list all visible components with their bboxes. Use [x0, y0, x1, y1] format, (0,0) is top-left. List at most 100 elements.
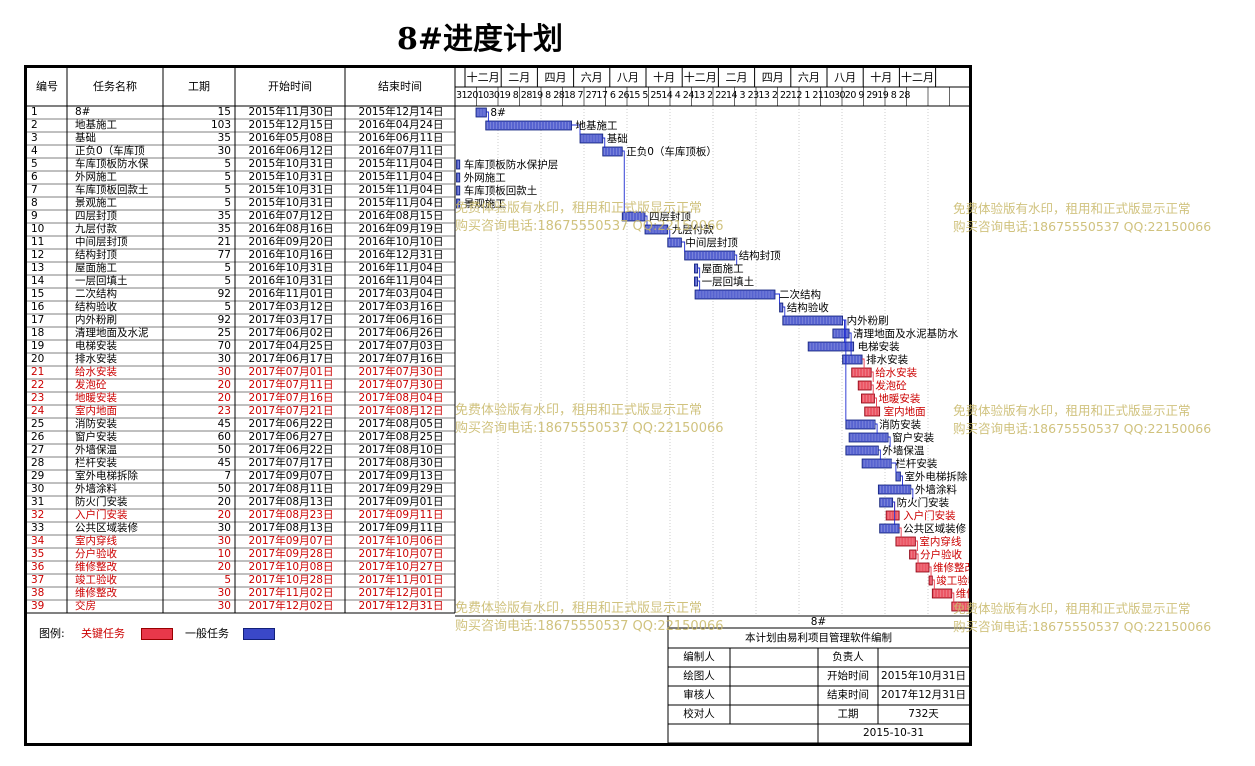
- normal-task-bar[interactable]: [456, 172, 461, 183]
- normal-task-bar[interactable]: [456, 198, 461, 209]
- task-name[interactable]: 结构验收: [75, 301, 117, 313]
- task-start[interactable]: 2016年06月12日: [248, 145, 334, 157]
- task-end[interactable]: 2017年09月11日: [358, 509, 444, 521]
- task-start[interactable]: 2015年10月31日: [248, 184, 334, 196]
- task-duration[interactable]: 5: [224, 171, 231, 183]
- task-name[interactable]: 栏杆安装: [75, 457, 117, 469]
- normal-task-bar[interactable]: [602, 146, 623, 157]
- task-duration[interactable]: 45: [217, 418, 231, 430]
- task-name[interactable]: 发泡砼: [75, 379, 107, 391]
- task-start[interactable]: 2017年07月01日: [248, 366, 334, 378]
- task-duration[interactable]: 35: [217, 210, 231, 222]
- task-start[interactable]: 2017年09月07日: [248, 535, 334, 547]
- task-end[interactable]: 2017年09月13日: [358, 470, 444, 482]
- task-duration[interactable]: 5: [224, 184, 231, 196]
- task-id[interactable]: 13: [31, 262, 45, 274]
- critical-task-bar[interactable]: [861, 393, 875, 404]
- critical-task-bar[interactable]: [885, 510, 900, 521]
- task-duration[interactable]: 20: [217, 379, 231, 391]
- task-duration[interactable]: 30: [217, 366, 231, 378]
- task-end[interactable]: 2017年10月27日: [358, 561, 444, 573]
- task-end[interactable]: 2017年11月01日: [358, 574, 444, 586]
- critical-task-bar[interactable]: [928, 575, 933, 586]
- col-header-name[interactable]: 任务名称: [93, 80, 137, 93]
- task-duration[interactable]: 21: [217, 236, 231, 248]
- task-duration[interactable]: 30: [217, 145, 231, 157]
- task-id[interactable]: 6: [31, 171, 38, 183]
- task-name[interactable]: 维修整改: [75, 587, 117, 599]
- task-id[interactable]: 31: [31, 496, 45, 508]
- task-name[interactable]: 二次结构: [75, 288, 117, 300]
- task-duration[interactable]: 45: [217, 457, 231, 469]
- normal-task-bar[interactable]: [644, 224, 669, 235]
- task-name[interactable]: 内外粉刷: [75, 314, 117, 326]
- normal-task-bar[interactable]: [684, 250, 736, 261]
- task-name[interactable]: 防火门安装: [75, 496, 128, 508]
- critical-task-bar[interactable]: [909, 549, 917, 560]
- task-id[interactable]: 20: [31, 353, 45, 365]
- task-id[interactable]: 28: [31, 457, 45, 469]
- task-name[interactable]: 正负0（车库顶: [75, 145, 145, 157]
- task-id[interactable]: 39: [31, 600, 45, 612]
- task-id[interactable]: 14: [31, 275, 45, 287]
- task-duration[interactable]: 92: [217, 288, 231, 300]
- task-duration[interactable]: 70: [217, 340, 231, 352]
- normal-task-bar[interactable]: [782, 315, 843, 326]
- task-name[interactable]: 入户门安装: [75, 509, 128, 521]
- task-duration[interactable]: 20: [217, 561, 231, 573]
- task-duration[interactable]: 35: [217, 223, 231, 235]
- task-end[interactable]: 2017年07月16日: [358, 353, 444, 365]
- task-start[interactable]: 2017年06月02日: [248, 327, 334, 339]
- task-id[interactable]: 5: [31, 158, 38, 170]
- normal-task-bar[interactable]: [879, 523, 900, 534]
- task-duration[interactable]: 50: [217, 444, 231, 456]
- task-name[interactable]: 车库顶板回款土: [75, 184, 149, 196]
- normal-task-bar[interactable]: [861, 458, 892, 469]
- task-start[interactable]: 2015年10月31日: [248, 171, 334, 183]
- task-duration[interactable]: 10: [217, 548, 231, 560]
- task-end[interactable]: 2017年08月04日: [358, 392, 444, 404]
- normal-task-bar[interactable]: [485, 120, 572, 131]
- critical-task-bar[interactable]: [851, 367, 872, 378]
- task-name[interactable]: 四层封顶: [75, 210, 117, 222]
- task-start[interactable]: 2017年10月28日: [248, 574, 334, 586]
- task-id[interactable]: 29: [31, 470, 45, 482]
- task-start[interactable]: 2016年05月08日: [248, 132, 334, 144]
- task-id[interactable]: 32: [31, 509, 45, 521]
- task-name[interactable]: 地基施工: [75, 119, 117, 131]
- task-end[interactable]: 2015年11月04日: [358, 158, 444, 170]
- task-duration[interactable]: 103: [210, 119, 231, 131]
- task-id[interactable]: 33: [31, 522, 45, 534]
- task-name[interactable]: 外墙保温: [75, 444, 117, 456]
- task-start[interactable]: 2017年09月28日: [248, 548, 334, 560]
- task-id[interactable]: 15: [31, 288, 45, 300]
- task-start[interactable]: 2017年07月17日: [248, 457, 334, 469]
- task-id[interactable]: 16: [31, 301, 45, 313]
- critical-task-bar[interactable]: [931, 588, 953, 599]
- col-header-duration[interactable]: 工期: [188, 80, 210, 93]
- task-end[interactable]: 2015年11月04日: [358, 197, 444, 209]
- task-id[interactable]: 4: [31, 145, 38, 157]
- task-start[interactable]: 2017年04月25日: [248, 340, 334, 352]
- task-duration[interactable]: 30: [217, 600, 231, 612]
- task-start[interactable]: 2015年10月31日: [248, 158, 334, 170]
- normal-task-bar[interactable]: [842, 354, 863, 365]
- task-duration[interactable]: 5: [224, 301, 231, 313]
- task-start[interactable]: 2017年06月22日: [248, 444, 334, 456]
- task-id[interactable]: 21: [31, 366, 45, 378]
- task-name[interactable]: 室内穿线: [75, 535, 117, 547]
- task-name[interactable]: 窗户安装: [75, 431, 117, 443]
- task-start[interactable]: 2017年06月22日: [248, 418, 334, 430]
- task-duration[interactable]: 30: [217, 587, 231, 599]
- task-name[interactable]: 基础: [75, 132, 96, 144]
- critical-task-bar[interactable]: [951, 601, 969, 612]
- task-end[interactable]: 2016年04月24日: [358, 119, 444, 131]
- task-start[interactable]: 2017年08月11日: [248, 483, 334, 495]
- task-id[interactable]: 10: [31, 223, 45, 235]
- task-id[interactable]: 1: [31, 106, 38, 118]
- task-name[interactable]: 分户验收: [75, 548, 117, 560]
- task-id[interactable]: 35: [31, 548, 45, 560]
- normal-task-bar[interactable]: [694, 289, 776, 300]
- task-end[interactable]: 2015年11月04日: [358, 184, 444, 196]
- task-duration[interactable]: 20: [217, 496, 231, 508]
